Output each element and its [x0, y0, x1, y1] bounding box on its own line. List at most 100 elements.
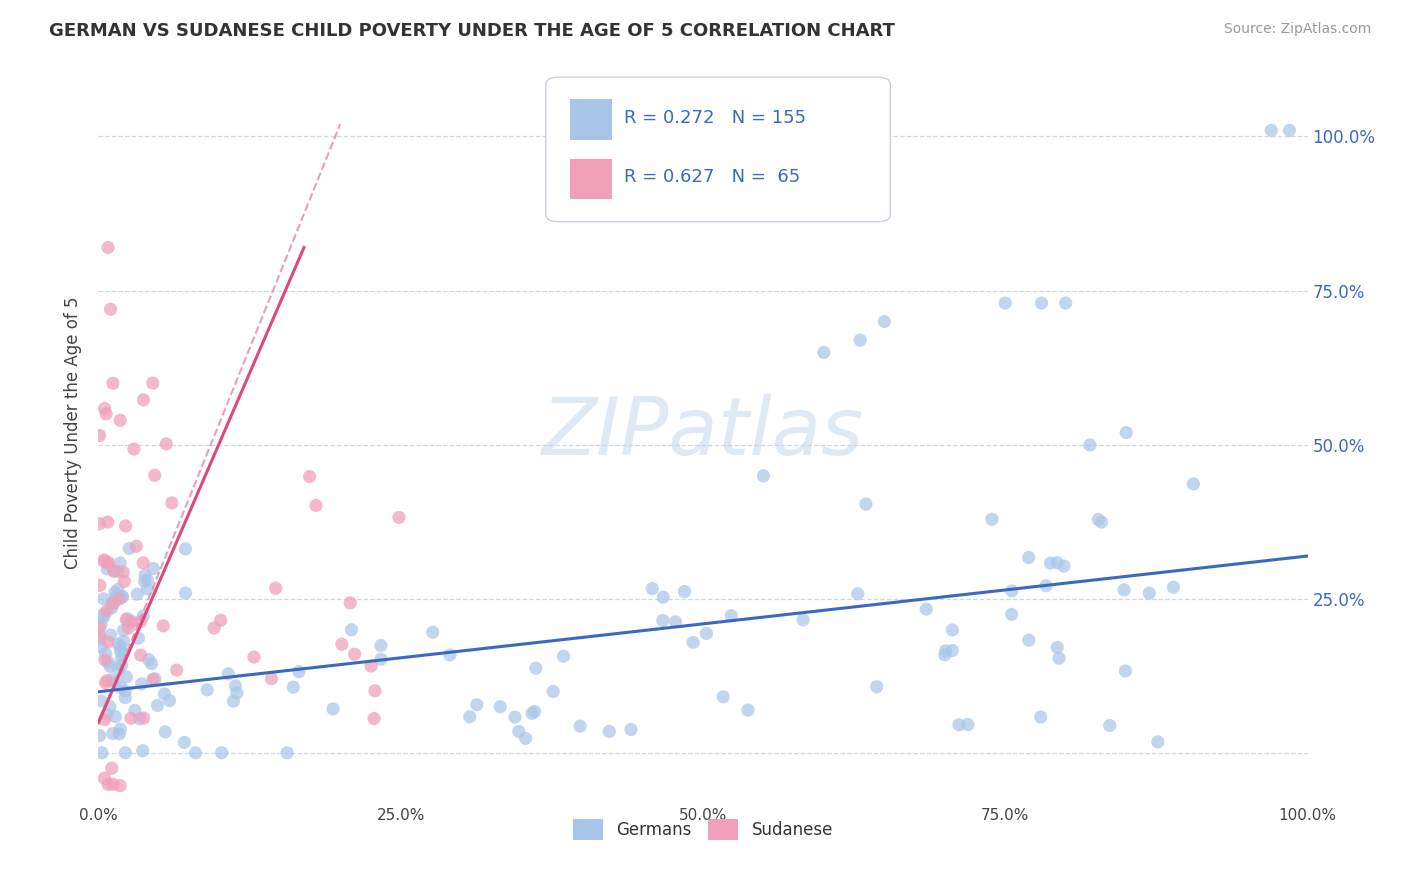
Point: [166, 663, 188, 677]
Point: [994, 296, 1017, 310]
Point: [873, 315, 896, 329]
Point: [298, 469, 321, 483]
Point: [948, 718, 970, 732]
Point: [94, 675, 117, 690]
Point: [569, 719, 592, 733]
Point: [90, 640, 112, 655]
Point: [209, 613, 232, 627]
Point: [174, 541, 197, 556]
Point: [283, 680, 305, 694]
Point: [388, 510, 411, 524]
Point: [141, 657, 163, 671]
Bar: [569, 159, 613, 200]
Point: [340, 623, 363, 637]
Point: [98, 699, 121, 714]
Point: [110, 681, 132, 695]
Point: [217, 666, 239, 681]
Point: [339, 596, 361, 610]
Point: [1146, 735, 1168, 749]
Point: [124, 703, 146, 717]
Point: [93, 401, 115, 416]
Point: [523, 705, 546, 719]
Point: [1054, 296, 1077, 310]
Text: R = 0.272   N = 155: R = 0.272 N = 155: [624, 109, 807, 127]
Bar: [569, 99, 613, 140]
Point: [1182, 477, 1205, 491]
Point: [114, 684, 136, 698]
Point: [128, 631, 150, 645]
Point: [330, 637, 353, 651]
Point: [131, 744, 153, 758]
Point: [110, 644, 132, 658]
Point: [792, 613, 814, 627]
Point: [866, 680, 889, 694]
Point: [264, 581, 287, 595]
Point: [524, 661, 547, 675]
Point: [93, 771, 115, 785]
Point: [89, 428, 111, 442]
Point: [110, 640, 132, 654]
Point: [1114, 664, 1136, 678]
Point: [104, 675, 127, 690]
Point: [360, 659, 382, 673]
Text: ZIPatlas: ZIPatlas: [541, 393, 865, 472]
Point: [115, 613, 138, 627]
Point: [127, 587, 149, 601]
Point: [98, 659, 121, 673]
Point: [1163, 580, 1185, 594]
Point: [305, 499, 328, 513]
Point: [934, 648, 956, 662]
Y-axis label: Child Poverty Under the Age of 5: Child Poverty Under the Age of 5: [65, 296, 83, 569]
Point: [89, 729, 111, 743]
Point: [664, 615, 686, 629]
Point: [915, 602, 938, 616]
Point: [112, 634, 135, 648]
Point: [855, 497, 877, 511]
Point: [1087, 512, 1109, 526]
Point: [125, 539, 148, 553]
Point: [651, 614, 673, 628]
Point: [97, 777, 120, 791]
Point: [142, 672, 165, 686]
Point: [465, 698, 488, 712]
Text: R = 0.627   N =  65: R = 0.627 N = 65: [624, 169, 800, 186]
Point: [849, 333, 872, 347]
Point: [103, 564, 125, 578]
Point: [108, 727, 131, 741]
Point: [1039, 556, 1062, 570]
Point: [132, 556, 155, 570]
Point: [1029, 710, 1052, 724]
Point: [363, 712, 385, 726]
Point: [107, 662, 129, 676]
Point: [173, 735, 195, 749]
Point: [97, 556, 120, 570]
Point: [1090, 515, 1112, 529]
Point: [515, 731, 537, 746]
Point: [1260, 123, 1282, 137]
Point: [108, 592, 131, 607]
Point: [93, 591, 115, 606]
Point: [846, 587, 869, 601]
Point: [935, 644, 957, 658]
Point: [152, 619, 174, 633]
Point: [90, 617, 112, 632]
Point: [96, 604, 118, 618]
Point: [439, 648, 461, 662]
Point: [96, 673, 118, 688]
Point: [103, 595, 125, 609]
Point: [97, 515, 120, 529]
Point: [93, 553, 115, 567]
Point: [114, 746, 136, 760]
Point: [142, 376, 165, 391]
Point: [1047, 651, 1070, 665]
Point: [682, 635, 704, 649]
Point: [107, 564, 129, 578]
Point: [132, 711, 155, 725]
Point: [322, 702, 344, 716]
Point: [120, 711, 142, 725]
Point: [107, 582, 129, 597]
Point: [1046, 640, 1069, 655]
Point: [112, 574, 135, 589]
Point: [752, 468, 775, 483]
Point: [541, 684, 564, 698]
